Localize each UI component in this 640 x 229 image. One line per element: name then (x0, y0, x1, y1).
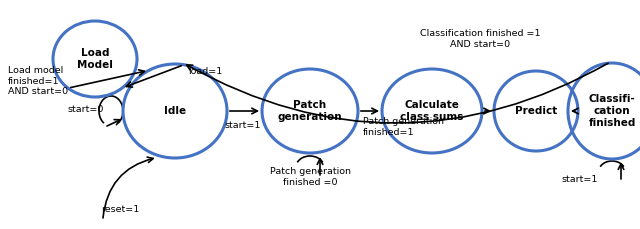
Text: Load model
finished=1
AND start=0: Load model finished=1 AND start=0 (8, 66, 68, 96)
Text: Classification finished =1
AND start=0: Classification finished =1 AND start=0 (420, 29, 540, 49)
Text: Classifi-
cation
finished: Classifi- cation finished (588, 94, 636, 128)
Text: start=1: start=1 (562, 174, 598, 183)
Text: Patch
generation: Patch generation (278, 100, 342, 122)
Text: Calculate
class sums: Calculate class sums (400, 100, 464, 122)
Text: Idle: Idle (164, 106, 186, 116)
Text: load=1: load=1 (188, 68, 222, 76)
Text: Patch generation
finished =0: Patch generation finished =0 (269, 167, 351, 187)
Text: start=0: start=0 (68, 104, 104, 114)
Text: Load
Model: Load Model (77, 48, 113, 70)
Text: reset=1: reset=1 (101, 204, 139, 213)
Text: start=1: start=1 (225, 122, 261, 131)
Text: Predict: Predict (515, 106, 557, 116)
Text: Patch generation
finished=1: Patch generation finished=1 (363, 117, 444, 137)
